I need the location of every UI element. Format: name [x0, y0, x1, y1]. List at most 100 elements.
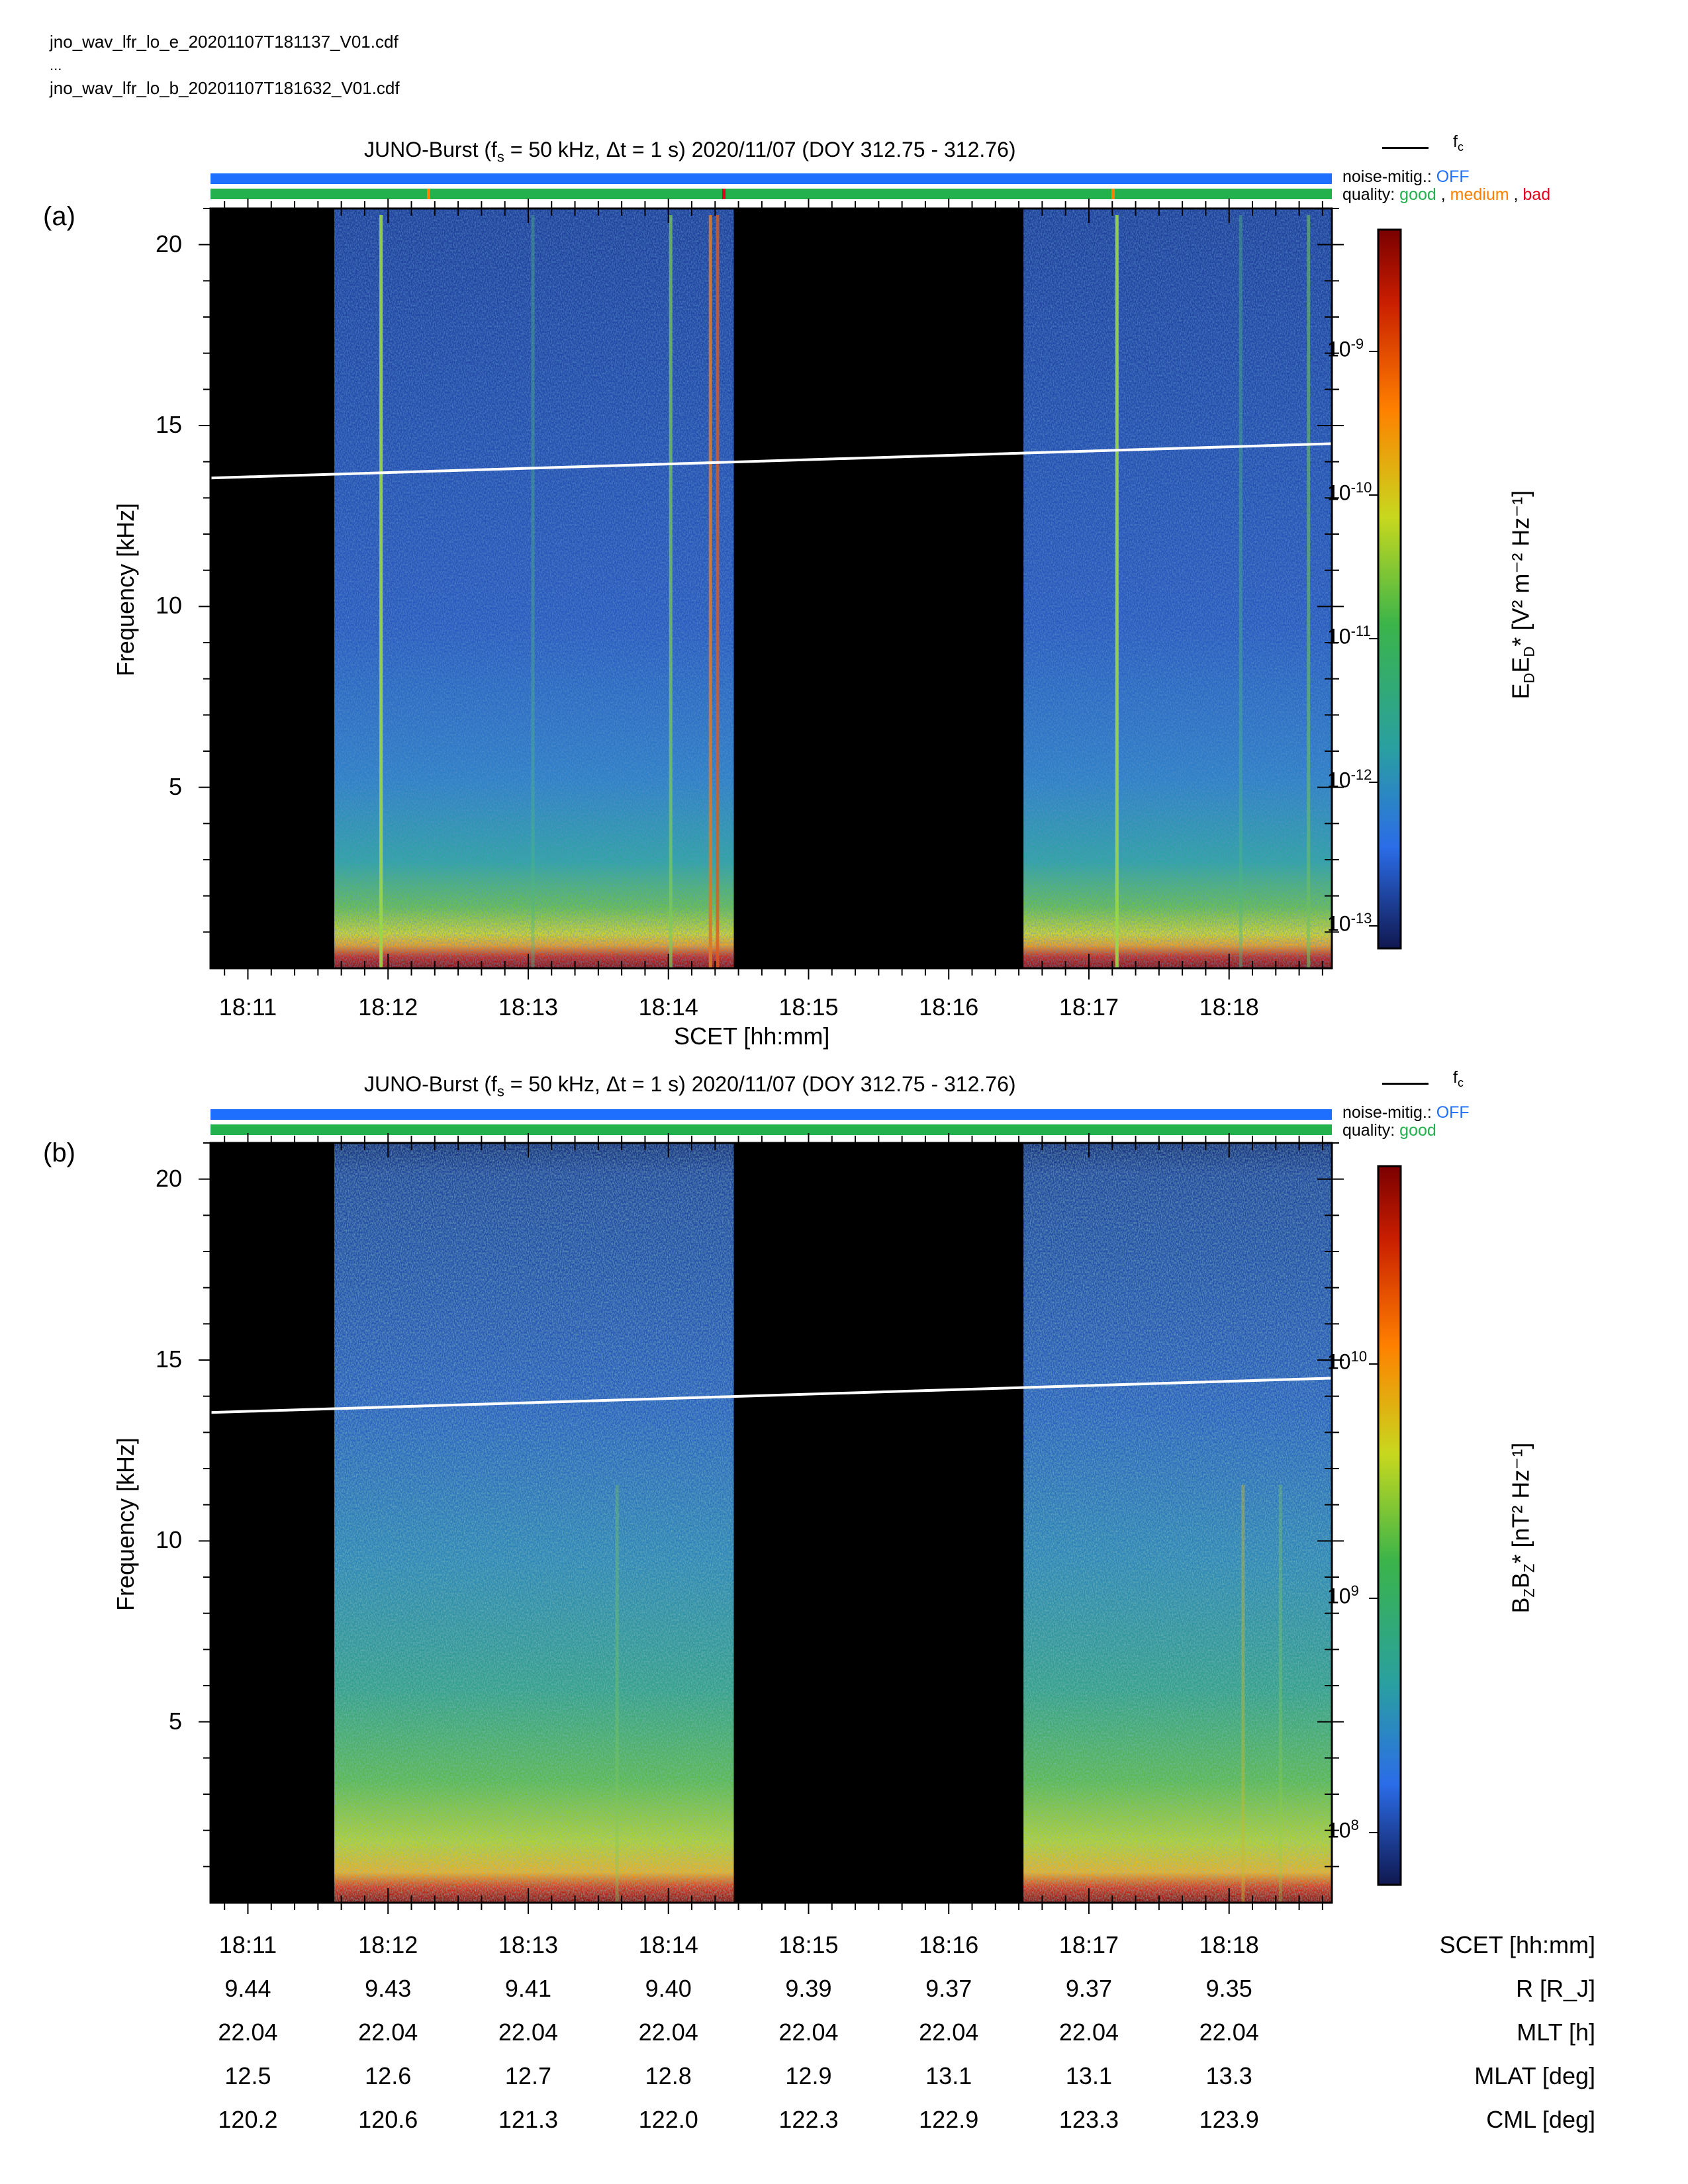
- ephemeris-mlat-value: 12.7: [504, 2062, 551, 2089]
- data-gap-b-2: [733, 1143, 1024, 1903]
- colorbar-tick-label: 10-9: [1327, 335, 1364, 361]
- ephemeris-mlt-value: 22.04: [358, 2019, 418, 2046]
- fc-line-b: [211, 1377, 1332, 1414]
- ephemeris-mlat-value: 12.6: [365, 2062, 412, 2089]
- ephemeris-mlat-value: 13.1: [925, 2062, 972, 2089]
- colorbar-tick-label: 10-13: [1327, 910, 1372, 936]
- spectrogram-b: [211, 1143, 1332, 1903]
- ephemeris-mlat-value: 12.8: [645, 2062, 692, 2089]
- x-tick-label: 18:18: [1199, 993, 1259, 1021]
- y-tick-label: 15: [155, 1345, 182, 1373]
- colorbar-tick-label: 108: [1327, 1817, 1359, 1843]
- ephemeris-r-value: 9.37: [925, 1975, 972, 2002]
- data-gap-b-1: [211, 1143, 335, 1903]
- x-tick-label: 18:11: [218, 993, 277, 1021]
- ephemeris-r-value: 9.43: [365, 1975, 412, 2002]
- x-axis-label-a: SCET [hh:mm]: [674, 1023, 830, 1050]
- ephemeris-mlat-value: 13.1: [1065, 2062, 1112, 2089]
- y-tick-label: 5: [168, 1707, 182, 1735]
- ephemeris-cml-value: 120.2: [218, 2106, 278, 2133]
- ephemeris-row-label: CML [deg]: [1486, 2106, 1595, 2133]
- ephemeris-row-label: SCET [hh:mm]: [1439, 1931, 1595, 1958]
- noise-mitigation-bar-b: [211, 1109, 1332, 1120]
- ephemeris-cml-value: 123.3: [1058, 2106, 1119, 2133]
- colorbar-tick-label: 10-12: [1327, 766, 1372, 792]
- ephemeris-scet-value: 18:17: [1058, 1931, 1119, 1958]
- x-tick-label: 18:15: [778, 993, 839, 1021]
- noise-mitigation-legend-a: noise-mitig.: OFF: [1342, 167, 1470, 186]
- y-tick-label: 15: [155, 411, 182, 438]
- plot-frame-b: [209, 1142, 1333, 1904]
- spectrogram-a: [211, 208, 1332, 968]
- quality-flag-medium: [427, 189, 430, 199]
- y-tick-label: 20: [155, 230, 182, 257]
- axes-b: [199, 1133, 1344, 1914]
- ephemeris-r-value: 9.39: [785, 1975, 832, 2002]
- ephemeris-scet-value: 18:14: [638, 1931, 698, 1958]
- ephemeris-row-label: R [R_J]: [1515, 1975, 1595, 2002]
- ephemeris-scet-value: 18:13: [498, 1931, 558, 1958]
- data-gap-a-2: [733, 208, 1024, 968]
- ephemeris-mlt-value: 22.04: [498, 2019, 558, 2046]
- fc-legend-line-b: [1382, 1083, 1429, 1085]
- y-tick-label: 10: [155, 1526, 182, 1554]
- x-tick-label: 18:17: [1058, 993, 1119, 1021]
- colorbar-tick-mark: [1369, 637, 1378, 639]
- fc-line-a: [211, 442, 1332, 480]
- ephemeris-mlat-value: 13.3: [1205, 2062, 1252, 2089]
- colorbar-tick-mark: [1369, 350, 1378, 352]
- colorbar-tick-label: 109: [1327, 1582, 1359, 1608]
- ephemeris-cml-value: 122.9: [919, 2106, 979, 2133]
- ephemeris-cml-value: 121.3: [498, 2106, 558, 2133]
- fc-legend-line-a: [1382, 147, 1429, 149]
- ephemeris-mlt-value: 22.04: [778, 2019, 839, 2046]
- x-tick-label: 18:13: [498, 993, 558, 1021]
- noise-mitigation-bar-a: [211, 173, 1332, 184]
- file-name-1: jno_wav_lfr_lo_e_20201107T181137_V01.cdf: [50, 32, 399, 52]
- panel-b-title: JUNO-Burst (fs = 50 kHz, Δt = 1 s) 2020/…: [364, 1072, 1016, 1100]
- x-tick-label: 18:12: [358, 993, 418, 1021]
- colorbar-a: [1377, 228, 1402, 950]
- ephemeris-scet-value: 18:18: [1199, 1931, 1259, 1958]
- panel-a-title: JUNO-Burst (fs = 50 kHz, Δt = 1 s) 2020/…: [364, 138, 1016, 165]
- quality-bar-a: [211, 189, 1332, 199]
- colorbar-tick-label: 1010: [1327, 1348, 1368, 1374]
- quality-flag-bad: [722, 189, 726, 199]
- plot-frame-a: [209, 207, 1333, 970]
- colorbar-tick-label: 10-11: [1327, 622, 1371, 649]
- quality-legend-b: quality: good: [1342, 1121, 1436, 1140]
- ephemeris-scet-value: 18:12: [358, 1931, 418, 1958]
- ephemeris-scet-value: 18:15: [778, 1931, 839, 1958]
- ephemeris-mlt-value: 22.04: [638, 2019, 698, 2046]
- quality-bar-b: [211, 1124, 1332, 1135]
- fc-legend-label-a: fc: [1453, 132, 1464, 154]
- noise-mitigation-legend-b: noise-mitig.: OFF: [1342, 1103, 1470, 1122]
- file-name-ellipsis: ...: [50, 57, 62, 73]
- quality-flag-medium-2: [1111, 189, 1115, 199]
- ephemeris-mlat-value: 12.9: [785, 2062, 832, 2089]
- ephemeris-mlt-value: 22.04: [919, 2019, 979, 2046]
- y-axis-label-b: Frequency [kHz]: [112, 1437, 139, 1612]
- y-axis-label-a: Frequency [kHz]: [112, 502, 139, 677]
- ephemeris-cml-value: 120.6: [358, 2106, 418, 2133]
- ephemeris-cml-value: 122.0: [638, 2106, 698, 2133]
- ephemeris-mlt-value: 22.04: [1058, 2019, 1119, 2046]
- colorbar-b: [1377, 1165, 1402, 1886]
- ephemeris-row-label: MLT [h]: [1517, 2019, 1595, 2046]
- colorbar-tick-mark: [1369, 1598, 1378, 1600]
- ephemeris-scet-value: 18:11: [218, 1931, 277, 1958]
- y-tick-label: 20: [155, 1164, 182, 1192]
- ephemeris-row-label: MLAT [deg]: [1474, 2062, 1595, 2089]
- colorbar-tick-mark: [1369, 925, 1378, 927]
- ephemeris-r-value: 9.35: [1205, 1975, 1252, 2002]
- ephemeris-scet-value: 18:16: [919, 1931, 979, 1958]
- ephemeris-mlt-value: 22.04: [218, 2019, 278, 2046]
- ephemeris-r-value: 9.40: [645, 1975, 692, 2002]
- ephemeris-r-value: 9.41: [504, 1975, 551, 2002]
- y-tick-label: 5: [168, 772, 182, 800]
- x-tick-label: 18:14: [638, 993, 698, 1021]
- data-gap-a-1: [211, 208, 335, 968]
- colorbar-tick-label: 10-10: [1327, 478, 1372, 505]
- colorbar-label-b: BZBZ* [nT² Hz⁻¹]: [1507, 1442, 1538, 1614]
- ephemeris-mlat-value: 12.5: [224, 2062, 271, 2089]
